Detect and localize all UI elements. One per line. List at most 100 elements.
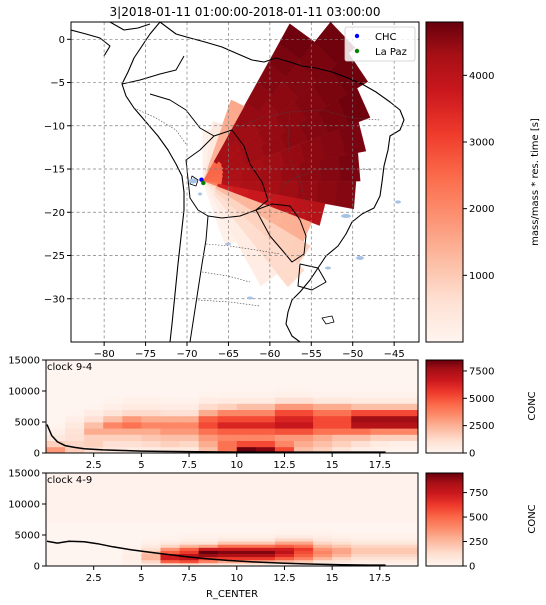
p3-cell-r13-c18 [389,522,409,527]
p3-cell-r10-c5 [141,531,161,536]
p3-cell-r12-c8 [198,525,219,530]
p2-cell-r1-c19 [408,440,418,448]
p3-cell-r5-c15 [332,547,352,551]
heatmap-4-9-y-tick-labels: 0 5000 10000 15000 [8,469,46,573]
p2-x-tick-label-1: 5 [138,460,144,471]
p3-cell-r9-c10 [236,535,257,539]
p3-cell-r0-c0 [46,562,66,566]
p3-cell-r7-c18 [389,541,409,545]
heatmap-9-4-colorbar-label: CONC [527,391,538,420]
map-gridlines [71,22,419,342]
p2-cell-r5-c13 [294,415,314,423]
p3-cell-r8-c10 [236,538,257,542]
p2-cbar-ticks-tick-label-2: 5000 [469,394,494,405]
p2-cell-r12-c9 [217,372,238,379]
p3-cell-r8-c19 [408,538,418,542]
p3-cell-r1-c13 [294,559,314,564]
p2-cell-r4-c6 [160,422,180,429]
p2-cell-r12-c12 [274,372,295,379]
map-legend: CHC La Paz [344,26,416,62]
p2-cell-r8-c18 [389,397,409,404]
p2-cell-r9-c17 [370,391,390,398]
p3-x-tick-label-4: 12.5 [273,573,295,584]
p2-cell-r0-c13 [294,446,314,453]
p2-cell-r2-c0 [46,434,66,441]
p2-cell-r13-c2 [84,366,104,373]
p3-cell-r0-c3 [103,562,123,566]
map-x-tick-label-1: −75 [135,349,156,360]
p2-cell-r10-c18 [389,384,409,392]
p2-x-tick-label-5: 15 [326,460,339,471]
p3-cell-r2-c19 [408,556,418,561]
p2-cell-r9-c4 [122,391,142,398]
heatmap-4-9-annotation: clock 4-9 [47,475,92,486]
p3-cell-r3-c4 [122,553,142,558]
p2-cell-r10-c3 [103,384,123,392]
map-y-tick-label-5: −25 [44,251,65,262]
p3-y-tick-label-3: 15000 [8,469,40,480]
p2-cell-r10-c1 [65,384,85,392]
p2-x-tick-label-6: 17.5 [369,460,391,471]
p2-y-tick-label-0: 0 [34,449,40,460]
p3-cell-r11-c17 [370,528,390,533]
p2-cell-r5-c18 [389,415,409,423]
p2-cell-r14-c3 [103,360,123,367]
p2-cell-r3-c13 [294,428,314,435]
p2-cell-r7-c19 [408,403,418,410]
p3-cell-r5-c5 [141,547,161,551]
p3-cell-r4-c17 [370,550,390,554]
p2-cell-r0-c7 [179,446,200,453]
p2-cell-r6-c1 [65,409,85,417]
river-water-1 [395,200,401,204]
p3-cell-r9-c2 [84,535,104,539]
p3-cell-r1-c12 [274,559,295,564]
heatmap-9-4-cells [46,360,418,453]
plume-sector-5-ring-7 [338,152,361,182]
p2-cell-r4-c16 [351,422,371,429]
p3-cell-r14-c2 [84,473,104,523]
p3-cell-r7-c9 [217,541,238,545]
p3-cell-r12-c4 [122,525,142,530]
p2-cell-r7-c1 [65,403,85,410]
p3-cell-r6-c18 [389,544,409,548]
state-lines-peru [133,107,187,145]
p2-cell-r4-c13 [294,422,314,429]
p2-cell-r4-c5 [141,422,161,429]
p3-cell-r6-c19 [408,544,418,548]
p3-cell-r12-c12 [274,525,295,530]
p3-cell-r11-c13 [294,528,314,533]
p2-cell-r10-c11 [255,384,276,392]
p2-cell-r11-c16 [351,378,371,386]
map-cbar-ticks-tick-label-0: 1000 [469,271,494,282]
p3-cell-r10-c14 [313,531,333,536]
p2-cell-r12-c16 [351,372,371,379]
heatmap-9-4-x-tick-labels: 2.5 5 7.5 10 12.5 15 17.5 [86,453,391,471]
p2-cell-r5-c17 [370,415,390,423]
p2-cell-r8-c13 [294,397,314,404]
p3-cell-r9-c12 [274,535,295,539]
p2-cell-r2-c19 [408,434,418,441]
p2-cell-r7-c5 [141,403,161,410]
p2-cell-r9-c11 [255,391,276,398]
p2-cell-r7-c17 [370,403,390,410]
p3-cell-r12-c3 [103,525,123,530]
p3-cell-r5-c1 [65,547,85,551]
map-legend-box [344,26,416,62]
p3-cell-r7-c5 [141,541,161,545]
p3-cell-r11-c12 [274,528,295,533]
p3-cell-r1-c8 [198,559,219,564]
p3-cell-r13-c19 [408,522,418,527]
p3-cell-r3-c16 [351,553,371,558]
map-x-tick-label-6: −50 [342,349,363,360]
p3-cell-r0-c10 [236,562,257,566]
p3-cell-r0-c1 [65,562,85,566]
heatmap-9-4-colorbar-gradient [425,359,464,454]
p2-cell-r14-c1 [65,360,85,367]
p3-cell-r8-c7 [179,538,200,542]
border-peru-brazil [149,93,215,137]
p2-cell-r1-c13 [294,440,314,448]
p3-cell-r1-c15 [332,559,352,564]
p3-cbar-ticks-tick-label-2: 500 [469,513,488,524]
p2-cell-r0-c19 [408,446,418,453]
p3-x-tick-label-6: 17.5 [369,573,391,584]
